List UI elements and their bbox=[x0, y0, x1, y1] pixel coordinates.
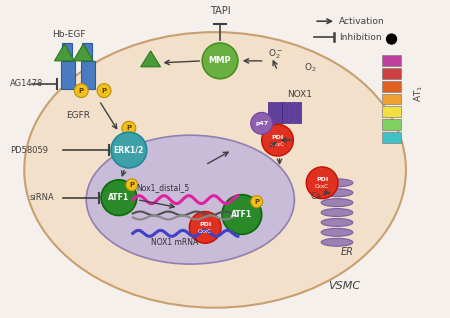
Circle shape bbox=[74, 84, 88, 98]
Circle shape bbox=[101, 180, 137, 216]
Text: P: P bbox=[79, 87, 84, 93]
Circle shape bbox=[306, 167, 338, 199]
Ellipse shape bbox=[321, 218, 353, 226]
Bar bbox=[382, 68, 401, 79]
Text: PDI: PDI bbox=[199, 222, 212, 227]
Ellipse shape bbox=[24, 32, 406, 308]
Circle shape bbox=[387, 34, 396, 44]
Circle shape bbox=[126, 179, 138, 191]
Polygon shape bbox=[54, 44, 74, 61]
Text: EGFR: EGFR bbox=[66, 111, 90, 120]
Ellipse shape bbox=[86, 135, 294, 264]
Text: P: P bbox=[126, 125, 131, 131]
Circle shape bbox=[122, 121, 136, 135]
Text: NOX1: NOX1 bbox=[287, 90, 312, 99]
Text: O$_2^-$: O$_2^-$ bbox=[268, 48, 283, 61]
Ellipse shape bbox=[321, 179, 353, 187]
Bar bbox=[63, 43, 72, 61]
Bar bbox=[283, 101, 287, 123]
Text: P: P bbox=[129, 182, 135, 188]
Circle shape bbox=[189, 211, 221, 243]
Bar bbox=[268, 101, 272, 123]
Bar bbox=[382, 93, 401, 105]
Bar bbox=[288, 101, 292, 123]
Polygon shape bbox=[141, 51, 161, 67]
Text: Hb-EGF: Hb-EGF bbox=[53, 30, 86, 39]
Text: MMP: MMP bbox=[209, 56, 231, 66]
Text: AT$_1$: AT$_1$ bbox=[412, 85, 424, 102]
Ellipse shape bbox=[321, 209, 353, 217]
Circle shape bbox=[202, 43, 238, 79]
Ellipse shape bbox=[321, 199, 353, 207]
Ellipse shape bbox=[321, 189, 353, 197]
Ellipse shape bbox=[321, 238, 353, 246]
Polygon shape bbox=[73, 44, 93, 61]
Text: O$_2$: O$_2$ bbox=[304, 62, 317, 74]
Bar bbox=[382, 81, 401, 92]
Circle shape bbox=[222, 195, 262, 234]
Circle shape bbox=[97, 84, 111, 98]
Text: ATF1: ATF1 bbox=[231, 210, 252, 219]
Bar bbox=[82, 43, 92, 61]
Text: PDI: PDI bbox=[316, 177, 328, 182]
Circle shape bbox=[251, 196, 263, 208]
Text: CxxC: CxxC bbox=[198, 229, 212, 234]
Bar bbox=[382, 107, 401, 117]
Circle shape bbox=[251, 112, 273, 134]
Text: ERK1/2: ERK1/2 bbox=[114, 146, 144, 155]
Text: PD58059: PD58059 bbox=[10, 146, 48, 155]
Text: TAPI: TAPI bbox=[210, 6, 230, 16]
Bar bbox=[382, 119, 401, 130]
Bar bbox=[278, 101, 282, 123]
Bar bbox=[382, 132, 401, 143]
Text: Ca$^{2+}$: Ca$^{2+}$ bbox=[310, 189, 333, 202]
Text: p47: p47 bbox=[255, 121, 268, 126]
Text: VSMC: VSMC bbox=[328, 281, 360, 291]
Text: P: P bbox=[254, 199, 259, 204]
Bar bbox=[273, 101, 277, 123]
Text: ER: ER bbox=[341, 247, 353, 257]
Text: AG1478: AG1478 bbox=[10, 79, 43, 88]
Circle shape bbox=[262, 124, 293, 156]
Bar bbox=[62, 61, 75, 89]
Bar bbox=[382, 55, 401, 66]
Text: CxxC: CxxC bbox=[270, 142, 284, 147]
Bar bbox=[81, 61, 95, 89]
Text: P: P bbox=[102, 87, 107, 93]
Circle shape bbox=[111, 132, 147, 168]
Bar bbox=[292, 101, 297, 123]
Text: Inhibition: Inhibition bbox=[339, 32, 382, 42]
Text: Nox1_distal_5: Nox1_distal_5 bbox=[136, 183, 189, 192]
Text: Activation: Activation bbox=[339, 17, 385, 26]
Text: PDI: PDI bbox=[271, 135, 284, 140]
Text: siRNA: siRNA bbox=[30, 193, 54, 202]
Text: CxxC: CxxC bbox=[315, 184, 329, 189]
Text: NOX1 mRNA: NOX1 mRNA bbox=[151, 238, 198, 247]
Ellipse shape bbox=[321, 228, 353, 236]
Text: ATF1: ATF1 bbox=[108, 193, 130, 202]
Bar bbox=[297, 101, 302, 123]
